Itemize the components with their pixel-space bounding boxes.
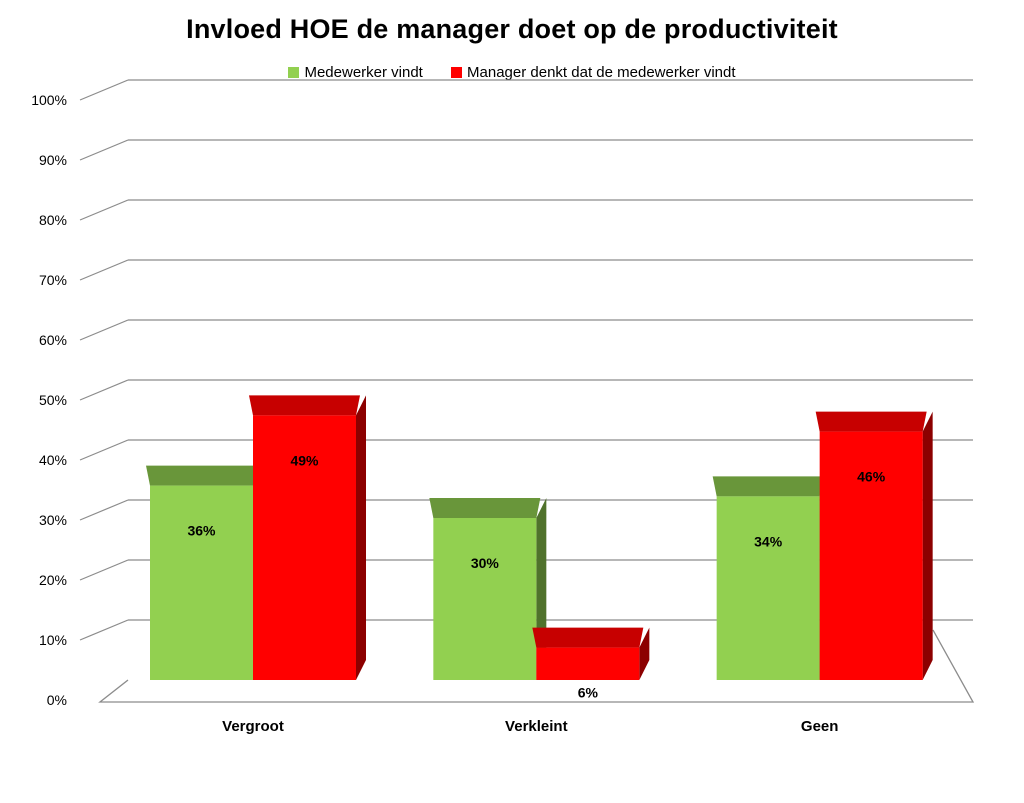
floor-hidden — [80, 680, 973, 700]
gridline-side-5 — [79, 379, 129, 401]
bar-top-0-1 — [249, 395, 360, 416]
legend-swatch-series-1 — [288, 67, 300, 78]
bar-top-2-0 — [712, 476, 824, 497]
y-tick-label: 10% — [39, 632, 67, 648]
gridline-side-3 — [79, 499, 129, 521]
data-label: 34% — [754, 533, 783, 549]
y-tick-label: 40% — [39, 452, 67, 468]
legend-label-series-1: Medewerker vindt — [304, 64, 423, 81]
gridline-side-10 — [79, 79, 129, 101]
x-tick-label: Vergroot — [222, 718, 284, 735]
bar-side-2-1 — [922, 411, 933, 680]
gridline-side-4 — [79, 439, 129, 461]
bar-0-0 — [150, 485, 253, 680]
y-tick-label: 30% — [39, 512, 67, 528]
legend-item-series-2: Manager denkt dat de medewerker vindt — [451, 64, 736, 81]
bar-top-1-0 — [429, 498, 541, 518]
y-tick-label: 0% — [47, 692, 67, 708]
bar-side-0-1 — [356, 395, 366, 680]
bar-2-0 — [716, 496, 820, 680]
y-tick-label: 70% — [39, 272, 67, 288]
legend-swatch-series-2 — [451, 67, 463, 78]
chart-title: Invloed HOE de manager doet op de produc… — [186, 14, 838, 44]
x-tick-label: Geen — [801, 718, 839, 735]
data-label: 30% — [471, 555, 500, 571]
data-label: 46% — [857, 469, 886, 485]
bar-top-0-0 — [146, 465, 257, 486]
gridline-side-6 — [79, 319, 129, 341]
bar-2-1 — [819, 431, 923, 680]
bar-0-1 — [253, 415, 356, 680]
y-tick-label: 50% — [39, 392, 67, 408]
legend: Medewerker vindt Manager denkt dat de me… — [0, 64, 1024, 82]
data-label: 6% — [578, 685, 599, 701]
y-tick-label: 100% — [31, 92, 67, 108]
bar-1-0 — [433, 518, 537, 680]
gridline-side-1 — [79, 619, 129, 641]
y-tick-label: 20% — [39, 572, 67, 588]
data-label: 49% — [290, 452, 319, 468]
bar-1-1 — [536, 647, 640, 680]
data-label: 36% — [187, 523, 216, 539]
bar-top-1-1 — [532, 627, 644, 648]
legend-item-series-1: Medewerker vindt — [288, 64, 423, 81]
bar-top-2-1 — [815, 411, 927, 432]
gridline-side-7 — [79, 259, 129, 281]
y-tick-label: 90% — [39, 152, 67, 168]
gridline-side-9 — [79, 139, 129, 161]
gridline-side-8 — [79, 199, 129, 221]
y-tick-label: 80% — [39, 212, 67, 228]
gridline-side-2 — [79, 559, 129, 581]
legend-label-series-2: Manager denkt dat de medewerker vindt — [467, 64, 736, 81]
bar-side-1-1 — [639, 627, 650, 680]
y-tick-label: 60% — [39, 332, 67, 348]
floor-outline — [98, 629, 975, 703]
x-tick-label: Verkleint — [505, 718, 568, 735]
